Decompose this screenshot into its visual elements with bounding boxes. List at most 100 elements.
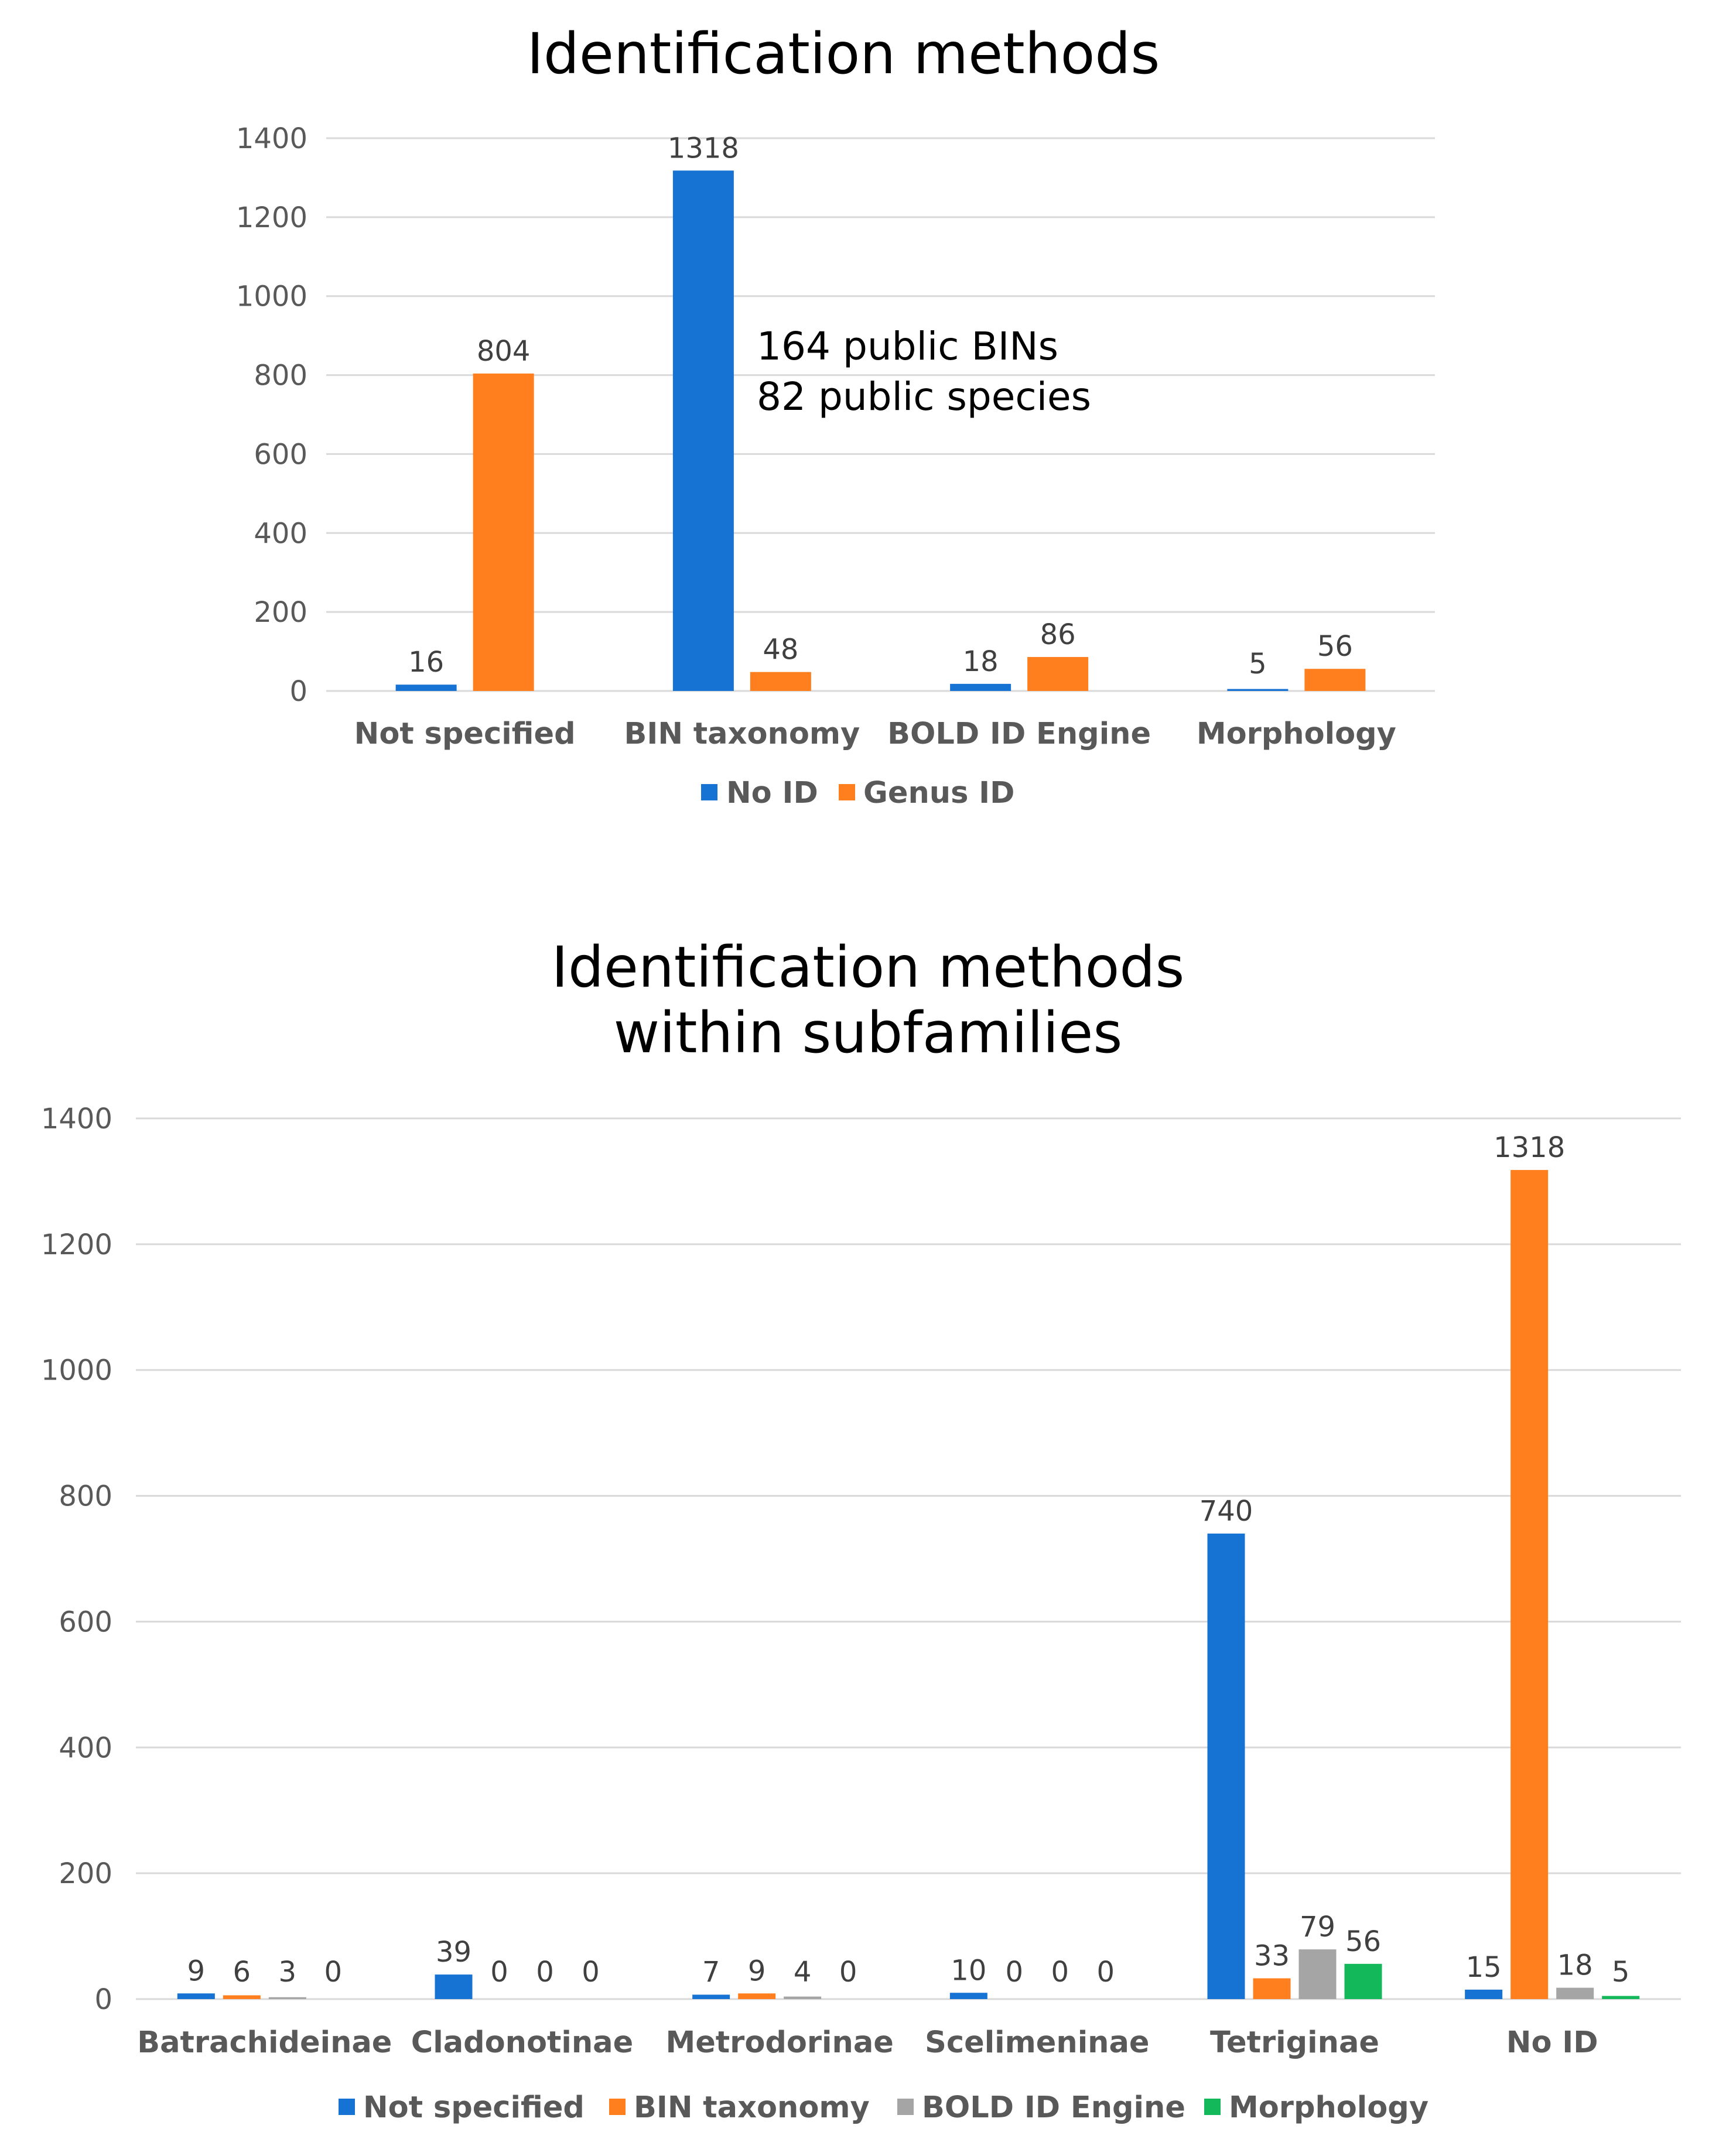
c2-category-label: Cladonotinae	[411, 2025, 633, 2060]
c2-data-label: 9	[187, 1955, 206, 1987]
c1-bar-no-id-morphology	[1227, 689, 1289, 691]
c2-data-label: 0	[1051, 1956, 1069, 1989]
c2-category-label: Scelimeninae	[925, 2025, 1149, 2060]
c1-legend-swatch	[839, 784, 855, 800]
c1-category-label: BIN taxonomy	[624, 717, 860, 751]
c1-bar-genus-id-not-specified	[473, 373, 534, 691]
c2-data-label: 56	[1345, 1925, 1381, 1958]
c2-y-tick-label: 200	[59, 1857, 112, 1890]
chart2-gridlines	[136, 1117, 1681, 2000]
c1-y-tick-label: 400	[254, 517, 307, 550]
c2-y-tick-label: 400	[59, 1731, 112, 1764]
c2-data-label: 0	[536, 1956, 554, 1989]
c2-data-label: 15	[1466, 1951, 1502, 1984]
c2-data-label: 740	[1199, 1495, 1253, 1528]
c2-legend-swatch	[1204, 2099, 1221, 2115]
c2-data-label: 0	[324, 1956, 343, 1989]
c2-y-tick-label: 1200	[41, 1228, 112, 1261]
c2-legend-label: Not specified	[363, 2090, 585, 2125]
c1-category-label: BOLD ID Engine	[887, 717, 1151, 751]
c1-data-label: 16	[408, 646, 444, 679]
c1-y-tick-label: 200	[254, 596, 307, 629]
chart1-legend: No ID Genus ID	[701, 776, 1015, 810]
c1-data-label: 56	[1317, 630, 1353, 663]
chart2-title-line2: within subfamilies	[614, 1000, 1123, 1066]
c2-legend-label: BIN taxonomy	[634, 2090, 870, 2125]
chart-identification-methods: Identification methods 0 200 400 600 800 1000…	[236, 21, 1435, 810]
c1-bar-no-id-not-specified	[395, 685, 457, 691]
c2-category-label: Batrachideinae	[137, 2025, 392, 2060]
chart2-legend: Not specified BIN taxonomy BOLD ID Engine M…	[339, 2090, 1428, 2125]
c1-legend-label: Genus ID	[863, 776, 1015, 810]
c1-data-label: 804	[477, 335, 531, 368]
c2-bar-morphology-tetriginae	[1344, 1963, 1382, 1999]
c2-bar-bold-id-engine-metrodorinae	[784, 1996, 822, 1999]
chart1-annotation-bins: 164 public BINs	[757, 324, 1058, 369]
c1-y-tick-label: 1000	[236, 280, 307, 313]
c2-data-label: 5	[1612, 1956, 1630, 1989]
chart2-x-axis: Batrachideinae Cladonotinae Metrodorinae Sc…	[137, 2025, 1598, 2060]
chart2-y-axis: 0 200 400 600 800 1000 1200 1400	[41, 1103, 112, 2016]
c2-legend-swatch	[609, 2099, 626, 2115]
c2-legend-label: Morphology	[1229, 2090, 1428, 2125]
c1-bar-genus-id-morphology	[1304, 669, 1366, 691]
c2-bar-bin-taxonomy-batrachideinae	[223, 1995, 261, 1999]
c2-bar-bold-id-engine-tetriginae	[1298, 1949, 1337, 1999]
c1-y-tick-label: 600	[254, 438, 307, 471]
c1-bar-genus-id-bold-id-engine	[1027, 657, 1089, 691]
c1-data-label: 86	[1040, 618, 1076, 651]
c2-bar-not-specified-no-id	[1465, 1989, 1503, 1999]
c1-data-label: 48	[763, 634, 798, 666]
c1-legend-swatch	[701, 784, 717, 800]
c2-data-label: 39	[436, 1936, 471, 1969]
c2-bar-not-specified-tetriginae	[1207, 1534, 1245, 1999]
chart1-title: Identification methods	[527, 21, 1160, 87]
c1-bar-no-id-bin-taxonomy	[672, 170, 734, 691]
c2-bar-bin-taxonomy-metrodorinae	[738, 1993, 776, 1999]
c2-legend-swatch	[897, 2099, 914, 2115]
c2-y-tick-label: 600	[59, 1606, 112, 1638]
c2-data-label: 0	[490, 1956, 508, 1989]
c2-bar-not-specified-batrachideinae	[177, 1993, 215, 1999]
c2-data-label: 79	[1300, 1911, 1335, 1943]
c2-bar-not-specified-metrodorinae	[692, 1994, 730, 1999]
c2-data-label: 3	[279, 1956, 297, 1989]
c2-data-label: 6	[233, 1956, 251, 1989]
chart2-bars	[177, 1170, 1640, 1999]
c2-data-label: 0	[582, 1956, 600, 1989]
c1-legend-label: No ID	[726, 776, 818, 810]
c2-bar-bin-taxonomy-no-id	[1510, 1170, 1549, 1999]
chart-identification-within-subfamilies: Identification methods within subfamilie…	[41, 935, 1681, 2125]
c2-data-label: 1318	[1494, 1131, 1565, 1164]
c1-y-tick-label: 1200	[236, 201, 307, 234]
c2-category-label: Metrodorinae	[665, 2025, 893, 2060]
c2-data-label: 7	[702, 1956, 720, 1989]
c1-data-label: 1318	[668, 132, 739, 165]
c2-data-label: 0	[1097, 1956, 1115, 1989]
c2-bar-bold-id-engine-batrachideinae	[268, 1997, 306, 1999]
c2-bar-not-specified-scelimeninae	[949, 1993, 987, 1999]
c2-data-label: 0	[839, 1956, 857, 1989]
chart1-bars	[395, 170, 1366, 691]
c1-y-tick-label: 1400	[236, 122, 307, 155]
chart1-annotation-species: 82 public species	[757, 374, 1091, 419]
c1-y-tick-label: 0	[289, 675, 307, 708]
c2-bar-bin-taxonomy-tetriginae	[1253, 1978, 1291, 1999]
c2-bar-not-specified-cladonotinae	[435, 1974, 473, 1999]
chart1-y-axis: 0 200 400 600 800 1000 1200 1400	[236, 122, 307, 708]
chart2-title-line1: Identification methods	[552, 935, 1185, 1000]
c2-y-tick-label: 1000	[41, 1354, 112, 1387]
c1-bar-no-id-bold-id-engine	[950, 683, 1011, 691]
c2-data-label: 4	[794, 1956, 812, 1989]
c2-legend-swatch	[339, 2099, 355, 2115]
c2-y-tick-label: 0	[94, 1983, 112, 2016]
c2-data-label: 33	[1254, 1940, 1290, 1973]
c2-legend-label: BOLD ID Engine	[922, 2090, 1185, 2125]
c1-data-label: 5	[1249, 648, 1267, 680]
c1-data-label: 18	[963, 645, 999, 678]
c2-y-tick-label: 800	[59, 1480, 112, 1513]
c2-y-tick-label: 1400	[41, 1103, 112, 1135]
c1-bar-genus-id-bin-taxonomy	[750, 672, 811, 691]
